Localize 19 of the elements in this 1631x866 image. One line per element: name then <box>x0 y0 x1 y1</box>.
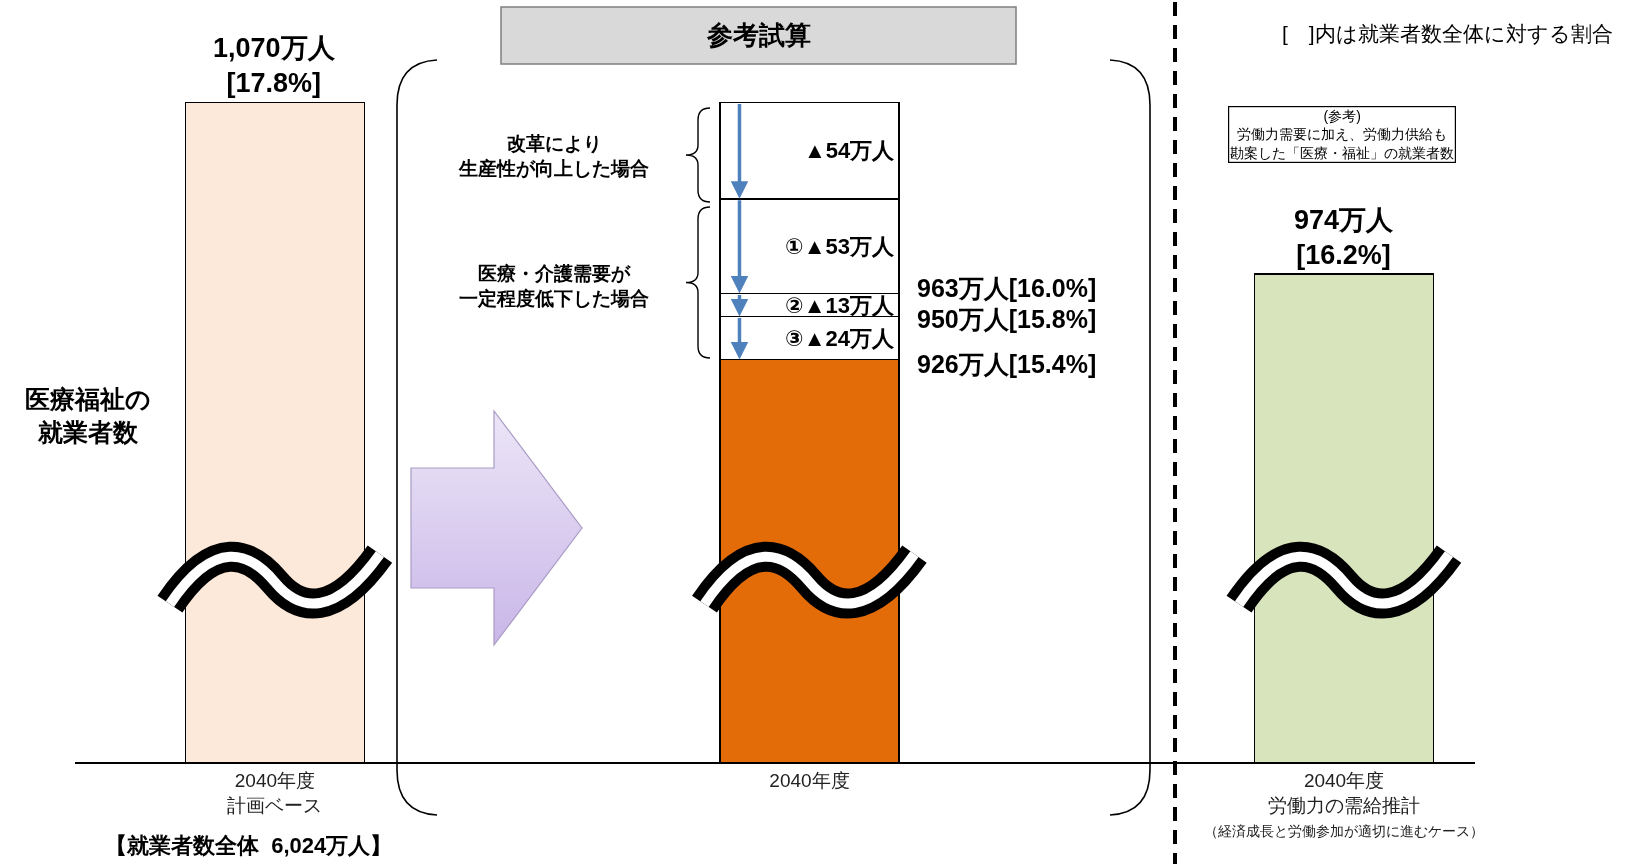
text: [ ]内は就業者数全体に対する割合 <box>1282 22 1613 45</box>
annotation: 改革により生産性が向上した場合 <box>458 133 649 179</box>
x-tick-label: 2040年度労働力の需給推計（経済成長と労働参加が適切に進むケース） <box>1204 769 1485 840</box>
annotation: (参考)労働力需要に加え、労働力供給も勘案した「医療・福祉」の就業者数 <box>1230 108 1455 161</box>
data-label: 974万人[16.2%] <box>1294 205 1395 271</box>
data-label: ②▲13万人 <box>785 293 895 318</box>
annotation: 963万人[16.0%] <box>917 274 1097 302</box>
text: 参考試算 <box>706 20 811 50</box>
data-label: ▲54万人 <box>804 138 896 163</box>
data-label: ①▲53万人 <box>785 234 895 259</box>
y-axis-title: 医療福祉の就業者数 <box>25 385 151 446</box>
annotation: 【就業者数全体 6,024万人】 <box>105 833 393 858</box>
x-tick-label: 2040年度 <box>769 769 850 791</box>
annotation: 926万人[15.4%] <box>917 350 1097 378</box>
x-tick-label: 2040年度計画ベース <box>227 769 323 816</box>
data-label: 1,070万人[17.8%] <box>213 33 336 99</box>
annotation: 950万人[15.8%] <box>917 305 1097 333</box>
annotation: 医療・介護需要が一定程度低下した場合 <box>459 263 649 309</box>
data-label: ③▲24万人 <box>785 326 895 351</box>
